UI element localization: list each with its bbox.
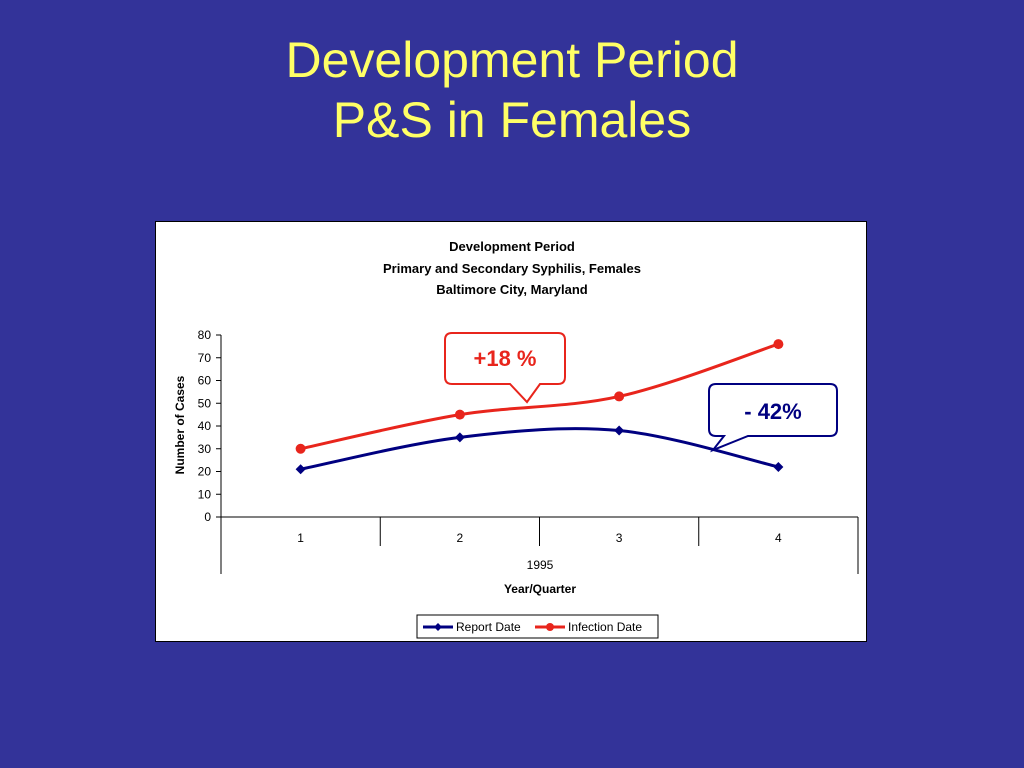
data-point-report-date: [614, 425, 625, 436]
legend-infection-marker: [546, 623, 554, 631]
y-tick-label: 20: [198, 465, 212, 479]
legend-report-label: Report Date: [456, 620, 521, 634]
chart-title-line-3: Baltimore City, Maryland: [436, 282, 588, 297]
y-tick-label: 40: [198, 419, 212, 433]
chart-title-line-1: Development Period: [449, 239, 575, 254]
series-line-report-date: [300, 427, 779, 471]
data-point-infection-date: [295, 443, 306, 454]
y-tick-label: 80: [198, 328, 212, 342]
y-tick-label: 60: [198, 374, 212, 388]
y-axis-label: Number of Cases: [173, 375, 187, 474]
y-tick-label: 70: [198, 351, 212, 365]
callout-report-bubble: [708, 383, 838, 453]
y-tick-label: 0: [204, 510, 211, 524]
data-point-infection-date: [614, 391, 625, 402]
callout-report-text: - 42%: [744, 399, 801, 424]
slide-title-line-2: P&S in Females: [332, 92, 692, 148]
series-line-infection-date: [300, 342, 779, 451]
y-tick-label: 50: [198, 396, 212, 410]
axes: 0 10 20 30 40 50 60 70 80 1 2 3 4: [198, 328, 859, 574]
x-axis-group-label: 1995: [527, 558, 554, 572]
legend-report-marker: [434, 623, 442, 631]
line-chart: Development Period Primary and Secondary…: [173, 239, 859, 639]
y-tick-label: 10: [198, 487, 212, 501]
callout-report-change: - 42%: [708, 383, 838, 453]
data-point-infection-date: [773, 339, 784, 350]
slide-title-line-1: Development Period: [285, 32, 739, 88]
slide-title: Development Period P&S in Females: [0, 30, 1024, 150]
plot-area: [295, 339, 784, 475]
x-tick-label: 4: [775, 531, 782, 545]
x-tick-label: 3: [616, 531, 623, 545]
legend: Report Date Infection Date: [416, 614, 659, 639]
callout-infection-change: +18 %: [444, 332, 566, 404]
data-point-report-date: [773, 461, 784, 472]
chart-panel: Development Period Primary and Secondary…: [155, 221, 867, 642]
x-axis-label: Year/Quarter: [504, 582, 576, 596]
data-point-infection-date: [454, 409, 465, 420]
callout-infection-bubble: [444, 332, 566, 404]
chart-title-line-2: Primary and Secondary Syphilis, Females: [383, 261, 641, 276]
x-tick-label: 2: [457, 531, 464, 545]
legend-infection-label: Infection Date: [568, 620, 642, 634]
data-point-report-date: [454, 432, 465, 443]
y-tick-label: 30: [198, 442, 212, 456]
data-point-report-date: [295, 464, 306, 475]
callout-infection-text: +18 %: [474, 346, 537, 371]
x-tick-label: 1: [297, 531, 304, 545]
